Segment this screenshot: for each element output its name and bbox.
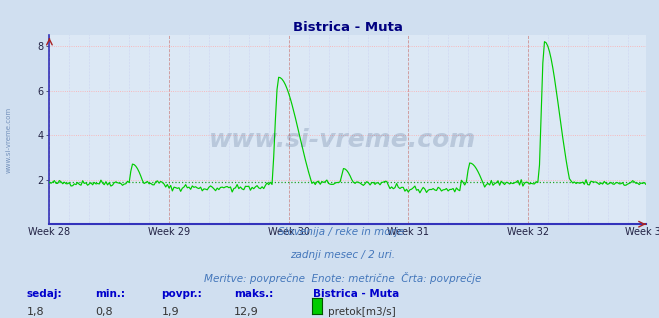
Text: povpr.:: povpr.:	[161, 289, 202, 299]
Text: 1,8: 1,8	[26, 307, 44, 317]
Text: 1,9: 1,9	[161, 307, 179, 317]
Text: www.si-vreme.com: www.si-vreme.com	[209, 128, 476, 152]
Text: pretok[m3/s]: pretok[m3/s]	[328, 307, 395, 317]
Text: Bistrica - Muta: Bistrica - Muta	[313, 289, 399, 299]
Text: Meritve: povprečne  Enote: metrične  Črta: povprečje: Meritve: povprečne Enote: metrične Črta:…	[204, 272, 481, 284]
Title: Bistrica - Muta: Bistrica - Muta	[293, 21, 403, 34]
Text: min.:: min.:	[96, 289, 126, 299]
Text: www.si-vreme.com: www.si-vreme.com	[5, 107, 12, 173]
Text: Slovenija / reke in morje.: Slovenija / reke in morje.	[278, 227, 407, 237]
Text: 0,8: 0,8	[96, 307, 113, 317]
Text: zadnji mesec / 2 uri.: zadnji mesec / 2 uri.	[290, 250, 395, 259]
Text: maks.:: maks.:	[234, 289, 273, 299]
Text: sedaj:: sedaj:	[26, 289, 62, 299]
Text: 12,9: 12,9	[234, 307, 259, 317]
